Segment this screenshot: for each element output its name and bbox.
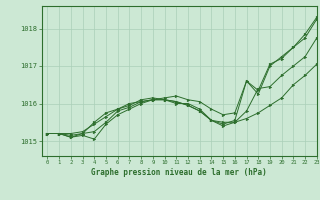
X-axis label: Graphe pression niveau de la mer (hPa): Graphe pression niveau de la mer (hPa) — [91, 168, 267, 177]
